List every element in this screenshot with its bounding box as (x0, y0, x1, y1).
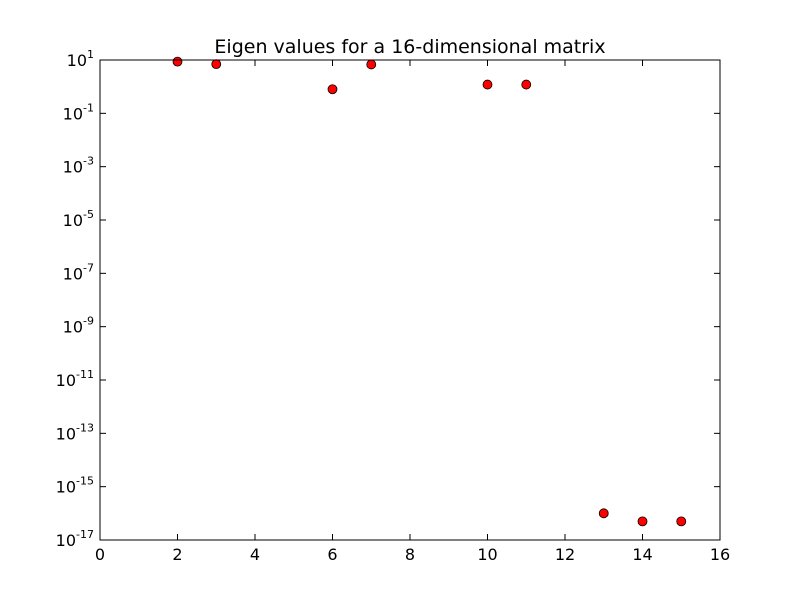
x-tick-label: 2 (172, 545, 182, 564)
data-point (598, 508, 609, 519)
x-tick-label: 14 (632, 545, 652, 564)
data-point (521, 79, 532, 90)
data-point (676, 516, 687, 527)
y-axis: 10-17 10-15 10-13 10-11 10-9 10-7 10-5 10-3 10-1… (56, 48, 720, 550)
data-point (211, 59, 222, 70)
x-tick-label: 8 (405, 545, 415, 564)
plot-frame (99, 59, 721, 541)
y-tick-label: 10-17 (56, 528, 94, 550)
y-tick-label: 10-5 (63, 208, 94, 230)
y-tick-label: 10-1 (63, 101, 94, 123)
x-tick-label: 6 (327, 545, 337, 564)
data-point (482, 79, 493, 90)
x-tick-label: 12 (555, 545, 575, 564)
y-tick-label: 10-7 (63, 261, 94, 283)
y-tick-label: 10-3 (63, 155, 94, 177)
y-tick-label: 10-13 (56, 421, 94, 443)
x-tick-label: 0 (95, 545, 105, 564)
y-tick-label: 10-9 (63, 315, 94, 337)
x-tick-label: 10 (477, 545, 497, 564)
data-point (172, 56, 183, 67)
data-point (327, 84, 338, 95)
data-point (637, 516, 648, 527)
data-point (366, 59, 377, 70)
chart-title: Eigen values for a 16-dimensional matrix (214, 36, 605, 58)
data-points (172, 56, 687, 527)
y-tick-label: 101 (67, 48, 94, 70)
y-tick-label: 10-15 (56, 475, 94, 497)
x-tick-label: 4 (250, 545, 260, 564)
x-tick-label: 16 (710, 545, 730, 564)
plot-area (100, 60, 720, 540)
y-tick-label: 10-11 (56, 368, 94, 390)
